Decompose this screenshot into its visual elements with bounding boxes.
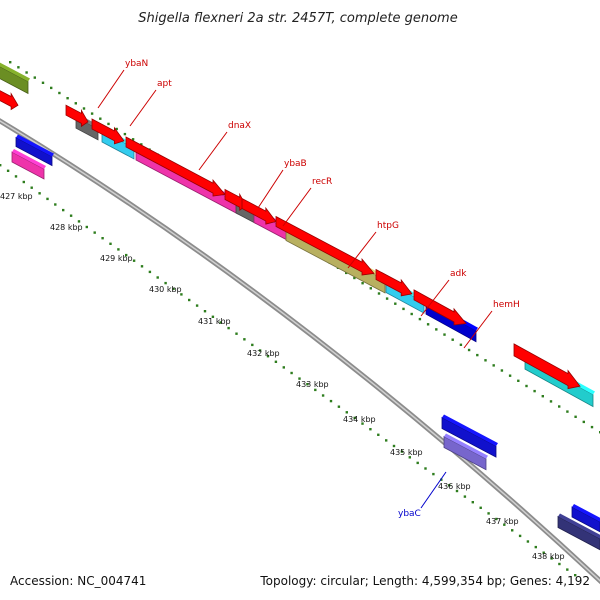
cds-arrow <box>275 215 375 276</box>
leader-line-recR <box>282 187 312 227</box>
tick-label: 430 kbp <box>149 285 182 294</box>
tick-label: 433 kbp <box>296 380 329 389</box>
leader-line-htpG <box>347 231 377 269</box>
gene-labels: ybaN apt dnaX ybaB recR htpG adk hemH ybaC <box>125 59 520 519</box>
leader-line-hemH <box>463 310 493 349</box>
cds-arrow <box>65 104 89 128</box>
tick-label: 431 kbp <box>198 317 231 326</box>
tick-label: 434 kbp <box>343 415 376 424</box>
gene-label-hemH: hemH <box>493 300 520 310</box>
tick-label: 432 kbp <box>247 349 280 358</box>
leader-line-ybaC <box>420 471 447 509</box>
cds-arrow <box>125 136 226 197</box>
cds-arrow <box>91 118 125 145</box>
gene-features <box>0 62 600 551</box>
ybaC-purple-block <box>443 433 488 471</box>
gene-label-dnaX: dnaX <box>228 121 251 131</box>
leader-line-dnaX <box>198 131 228 171</box>
gene-label-ybaC: ybaC <box>398 509 421 519</box>
gene-label-htpG: htpG <box>377 221 399 231</box>
accession-text: Accession: NC_004741 <box>10 574 146 588</box>
cds-arrow <box>413 289 467 326</box>
genome-backbone-highlight <box>0 120 600 582</box>
cds-arrow <box>241 197 277 225</box>
navy-block <box>557 513 600 551</box>
map-title: Shigella flexneri 2a str. 2457T, complet… <box>138 11 457 26</box>
gene-label-apt: apt <box>157 79 172 89</box>
leader-line-apt <box>129 89 157 127</box>
gene-label-adk: adk <box>450 269 467 279</box>
tick-label: 435 kbp <box>390 448 423 457</box>
outer-olive-block <box>0 62 30 95</box>
genome-summary-text: Topology: circular; Length: 4,599,354 bp… <box>259 574 590 588</box>
tick-label: 436 kbp <box>438 482 471 491</box>
gene-label-ybaB: ybaB <box>284 159 307 169</box>
cds-arrow <box>375 268 413 297</box>
tick-label: 428 kbp <box>50 223 83 232</box>
leader-line-adk <box>420 279 450 317</box>
tick-label: 438 kbp <box>532 552 565 561</box>
edge-blue-block <box>571 504 600 533</box>
leader-line-ybaB <box>257 169 284 209</box>
leader-line-ybaN <box>97 69 125 109</box>
tick-labels: 427 kbp 428 kbp 429 kbp 430 kbp 431 kbp 432 k… <box>0 192 565 561</box>
cds-arrow <box>513 343 581 390</box>
inner-tick-dots <box>0 164 577 577</box>
tick-label: 427 kbp <box>0 192 33 201</box>
inner-blue-block <box>15 134 54 167</box>
cds-arrow <box>0 90 19 111</box>
gene-label-recR: recR <box>312 177 332 187</box>
tick-label: 429 kbp <box>100 254 133 263</box>
gene-label-ybaN: ybaN <box>125 59 148 69</box>
inner-magenta-block <box>11 149 46 180</box>
label-leader-lines <box>97 69 493 509</box>
ybaC-blue-block <box>441 414 498 458</box>
tick-label: 437 kbp <box>486 517 519 526</box>
